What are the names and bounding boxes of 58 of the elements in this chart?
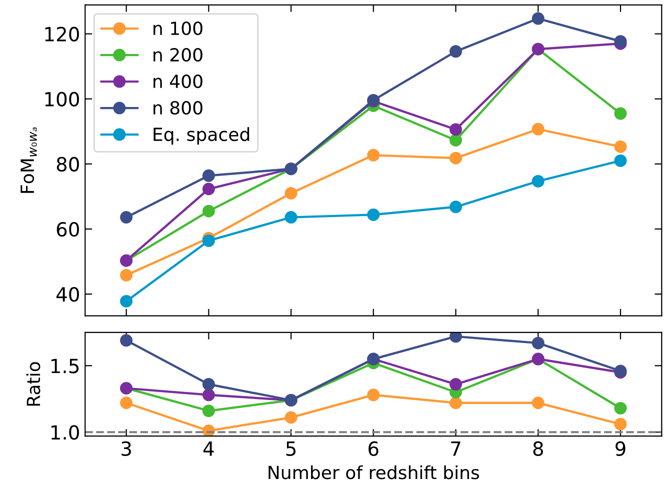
point	[450, 152, 462, 164]
point	[284, 186, 298, 200]
point	[120, 268, 133, 282]
point	[614, 418, 627, 430]
legend-label: n 100	[154, 21, 202, 36]
legend-label: n 400	[154, 74, 202, 88]
y-tick-label: 60	[56, 222, 79, 237]
x-tick-label: 3	[122, 441, 131, 456]
point	[202, 404, 215, 418]
point	[284, 211, 298, 224]
point	[367, 148, 380, 162]
point	[120, 294, 133, 308]
point	[532, 336, 544, 350]
y-tick-label: 80	[56, 156, 79, 172]
point	[284, 411, 298, 424]
x-axis-title: Number of redshift bins	[268, 465, 480, 480]
legend-label: n 200	[154, 48, 202, 62]
x-tick-label: 8	[533, 441, 543, 456]
y-tick-label: 40	[56, 287, 79, 302]
point	[532, 174, 544, 188]
legend-label: Eq. spaced	[154, 127, 250, 145]
point	[450, 396, 462, 410]
point	[202, 182, 215, 196]
point	[120, 211, 133, 224]
y-tick-label: 100	[45, 92, 79, 107]
point	[120, 334, 133, 347]
point	[614, 402, 627, 414]
point	[450, 332, 462, 343]
point	[367, 388, 380, 402]
point	[202, 234, 215, 247]
point	[614, 154, 627, 167]
y-axis-title: FoM$_{w₀wₐ}$	[20, 127, 37, 193]
point	[614, 107, 627, 120]
point	[450, 123, 462, 136]
point	[532, 12, 544, 25]
point	[450, 378, 462, 391]
x-tick-label: 5	[286, 442, 296, 456]
point	[202, 204, 215, 218]
point	[450, 134, 462, 146]
point	[202, 169, 215, 182]
point	[202, 378, 215, 391]
x-tick-label: 9	[616, 441, 626, 456]
y-tick-label: 120	[45, 26, 79, 42]
point	[367, 208, 380, 221]
x-tick-label: 6	[368, 441, 378, 456]
point	[614, 140, 627, 153]
point	[532, 122, 544, 136]
x-tick-label: 7	[451, 442, 460, 456]
point	[532, 396, 544, 410]
x-tick-label: 4	[203, 442, 214, 456]
legend-label: n 800	[154, 100, 202, 115]
point	[450, 45, 462, 58]
point	[120, 396, 133, 410]
point	[202, 388, 215, 402]
y-tick-label: 1.5	[51, 358, 79, 374]
point	[450, 200, 462, 214]
y-axis-title: Ratio	[26, 362, 40, 406]
y-tick-label: 1.0	[51, 425, 79, 440]
